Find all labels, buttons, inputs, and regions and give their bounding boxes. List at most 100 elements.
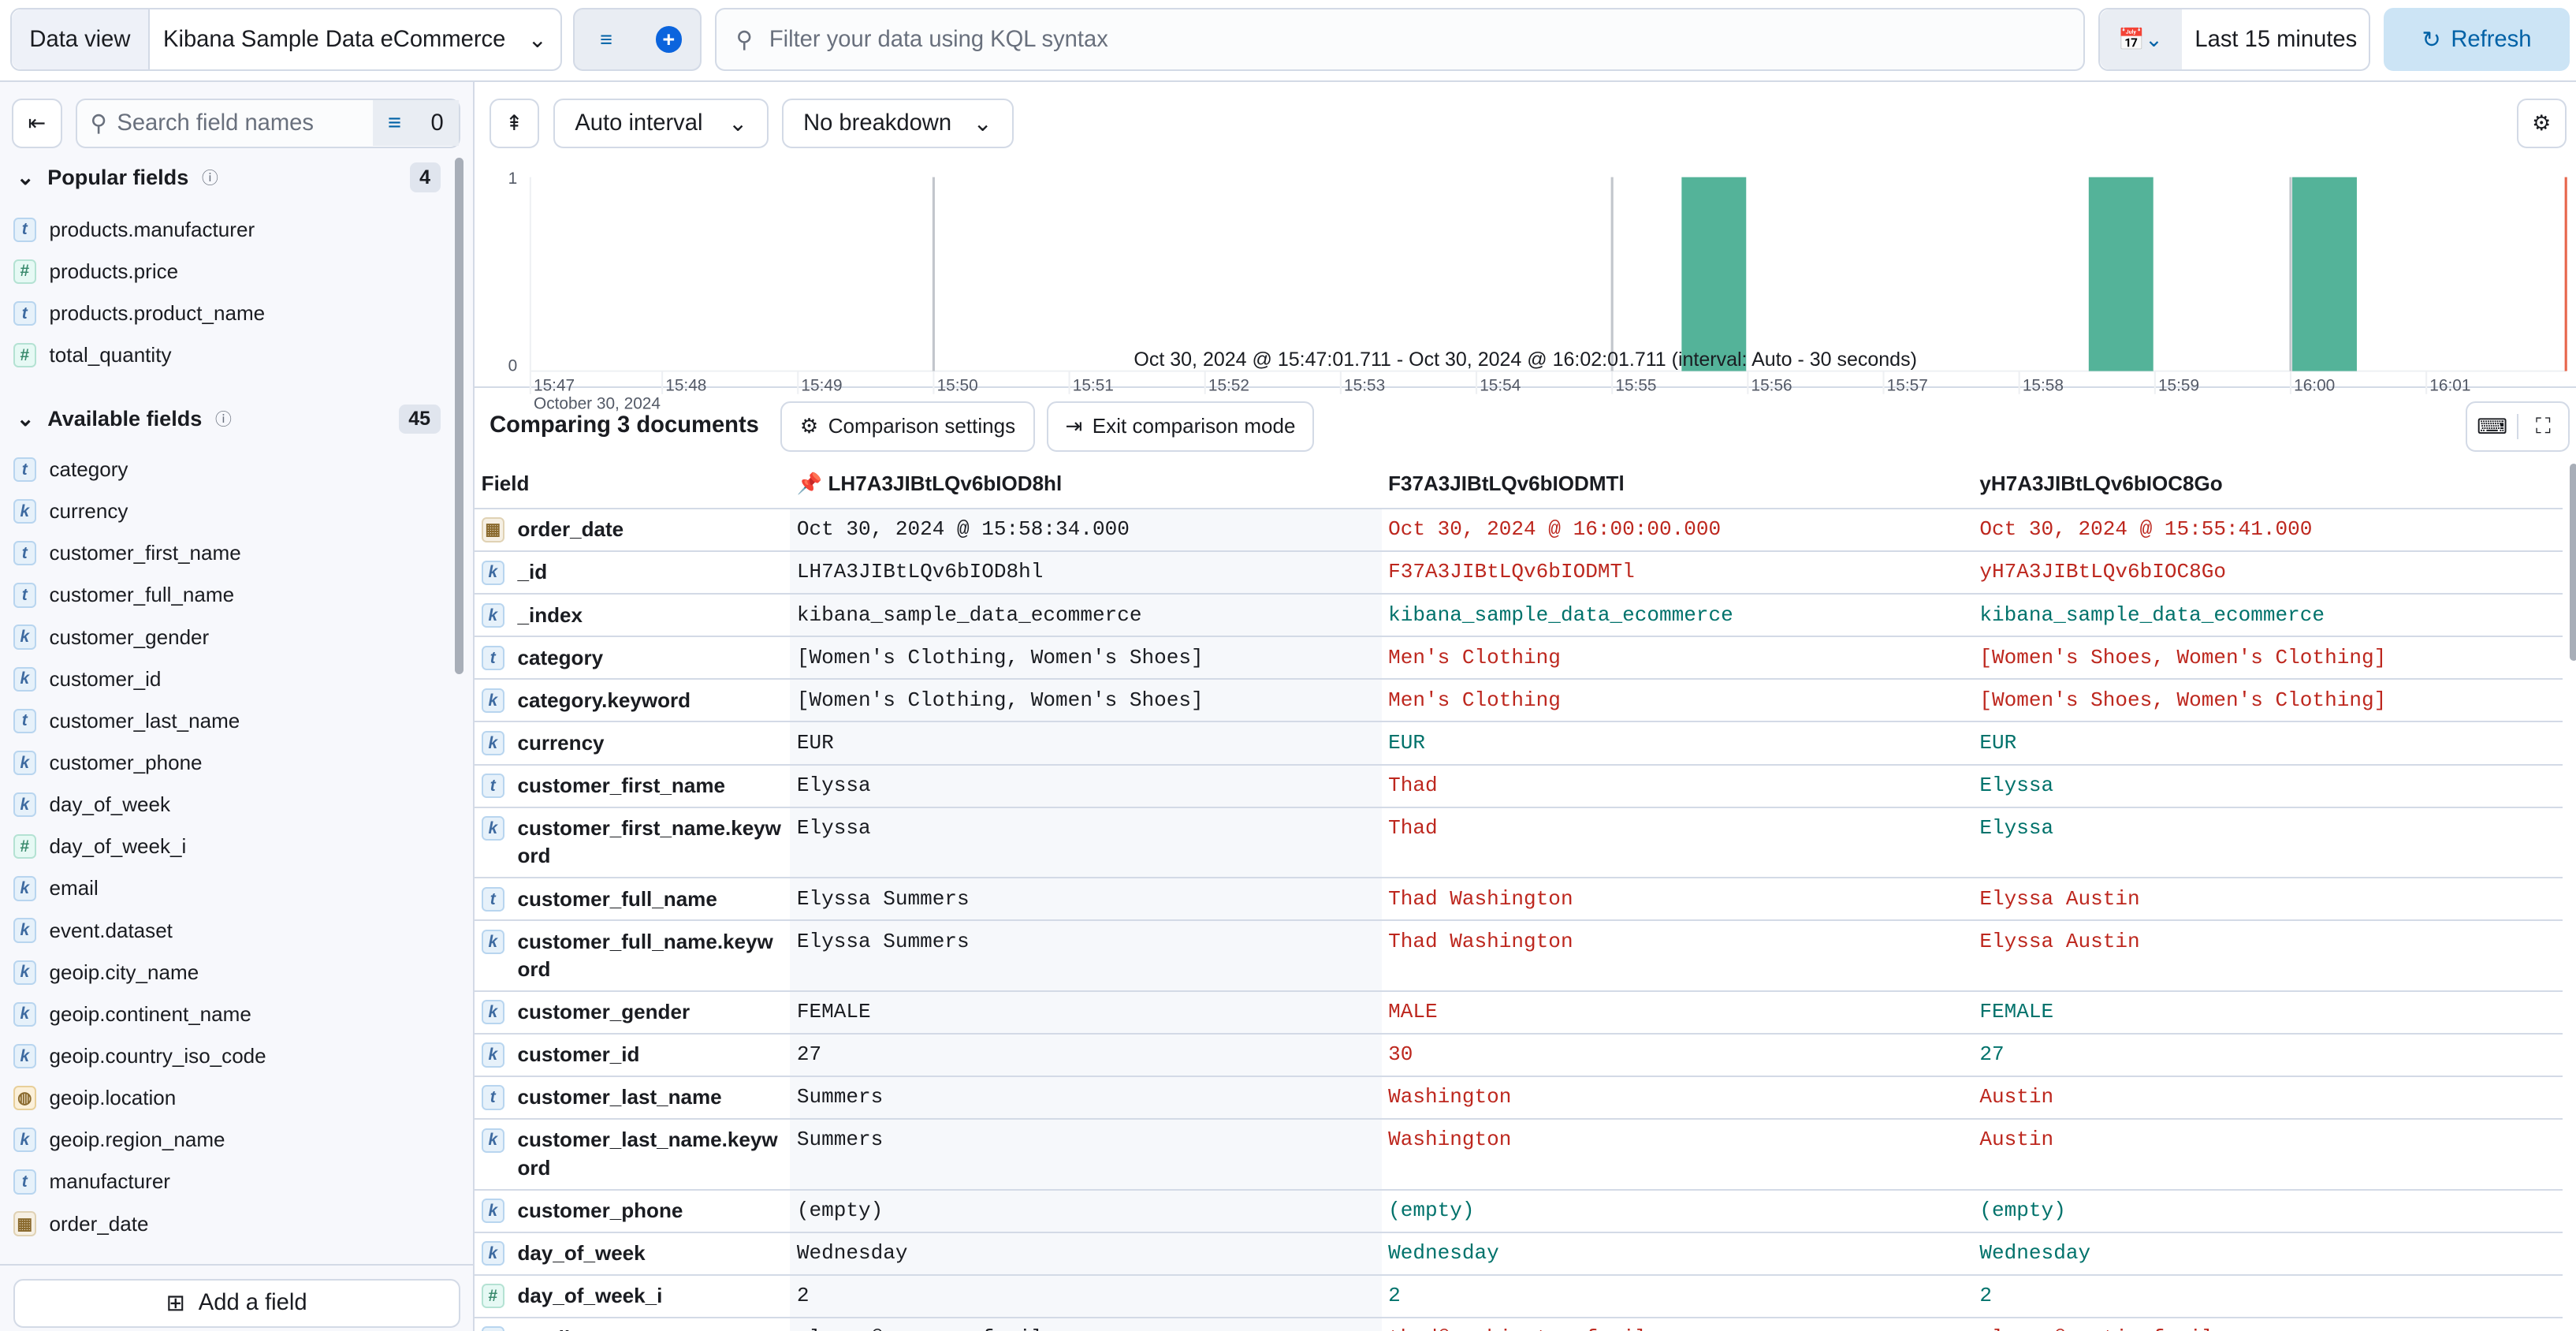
- doc-header[interactable]: F37A3JIBtLQv6bIODMTl: [1381, 460, 1974, 510]
- value-cell[interactable]: 30: [1381, 1033, 1974, 1077]
- available-fields-header[interactable]: ⌄ Available fields ⓘ 45: [17, 403, 441, 436]
- add-field-button[interactable]: ⊞ Add a field: [13, 1278, 460, 1329]
- field-item[interactable]: k customer_gender: [13, 617, 441, 658]
- value-cell[interactable]: Thad Washington: [1381, 920, 1974, 992]
- value-cell[interactable]: Thad Washington: [1381, 878, 1974, 922]
- keyboard-icon[interactable]: ⌨: [2467, 413, 2519, 439]
- field-item[interactable]: # day_of_week_i: [13, 826, 441, 867]
- field-item[interactable]: k geoip.region_name: [13, 1119, 441, 1161]
- refresh-button[interactable]: ↻ Refresh: [2384, 8, 2570, 71]
- value-cell[interactable]: LH7A3JIBtLQv6bIOD8hl: [790, 551, 1382, 595]
- value-cell[interactable]: Austin: [1973, 1119, 2563, 1191]
- value-cell[interactable]: EUR: [1381, 721, 1974, 766]
- field-item[interactable]: t customer_full_name: [13, 574, 441, 616]
- value-cell[interactable]: 27: [790, 1033, 1382, 1077]
- collapse-sidebar-button[interactable]: ⇤: [11, 99, 63, 148]
- data-view-picker[interactable]: Data view Kibana Sample Data eCommerce ⌄: [9, 8, 562, 71]
- value-cell[interactable]: elyssa@austin-family.zzz: [1973, 1317, 2563, 1331]
- grid-scrollbar[interactable]: [2569, 463, 2576, 661]
- value-cell[interactable]: Elyssa: [790, 807, 1382, 879]
- value-cell[interactable]: 27: [1973, 1033, 2563, 1077]
- field-search-input[interactable]: ⚲ Search field names ≡ 0: [75, 99, 460, 148]
- histogram-bar[interactable]: [1681, 177, 1747, 372]
- field-item[interactable]: ▦ order_date: [13, 1203, 441, 1245]
- field-item[interactable]: k geoip.continent_name: [13, 994, 441, 1035]
- fullscreen-icon[interactable]: ⛶: [2535, 413, 2551, 438]
- chart-options-button[interactable]: ⚙: [2516, 99, 2567, 148]
- value-cell[interactable]: Thad: [1381, 764, 1974, 808]
- value-cell[interactable]: Washington: [1381, 1119, 1974, 1191]
- value-cell[interactable]: Oct 30, 2024 @ 16:00:00.000: [1381, 509, 1974, 553]
- value-cell[interactable]: [Women's Clothing, Women's Shoes]: [790, 636, 1382, 680]
- value-cell[interactable]: Elyssa: [790, 764, 1382, 808]
- field-item[interactable]: k customer_id: [13, 658, 441, 700]
- value-cell[interactable]: Summers: [790, 1076, 1382, 1120]
- value-cell[interactable]: Elyssa Austin: [1973, 878, 2563, 922]
- value-cell[interactable]: Oct 30, 2024 @ 15:58:34.000: [790, 509, 1382, 553]
- sidebar-scrollbar[interactable]: [455, 158, 463, 674]
- field-item[interactable]: t products.manufacturer: [13, 209, 441, 251]
- value-cell[interactable]: (empty): [1381, 1189, 1974, 1233]
- calendar-icon[interactable]: 📅⌄: [2099, 9, 2182, 69]
- value-cell[interactable]: (empty): [790, 1189, 1382, 1233]
- field-item[interactable]: t customer_last_name: [13, 700, 441, 742]
- kql-query-input[interactable]: ⚲ Filter your data using KQL syntax: [714, 8, 2085, 71]
- filter-icon[interactable]: ≡: [600, 27, 612, 51]
- value-cell[interactable]: Wednesday: [790, 1232, 1382, 1276]
- interval-select[interactable]: Auto interval ⌄: [553, 99, 769, 148]
- field-item[interactable]: t category: [13, 449, 441, 490]
- field-item[interactable]: k currency: [13, 490, 441, 532]
- value-cell[interactable]: yH7A3JIBtLQv6bIOC8Go: [1973, 551, 2563, 595]
- histogram-chart[interactable]: 0 1 15:47 15:48 15:49 15:50 15:51 15:52 15:53 15:…: [475, 164, 2576, 427]
- value-cell[interactable]: MALE: [1381, 990, 1974, 1035]
- value-cell[interactable]: (empty): [1973, 1189, 2563, 1233]
- value-cell[interactable]: kibana_sample_data_ecommerce: [1973, 594, 2563, 638]
- field-item[interactable]: k geoip.country_iso_code: [13, 1035, 441, 1077]
- field-item[interactable]: ◍ geoip.location: [13, 1077, 441, 1119]
- value-cell[interactable]: Thad: [1381, 807, 1974, 879]
- field-item[interactable]: t customer_first_name: [13, 532, 441, 574]
- value-cell[interactable]: Elyssa Summers: [790, 920, 1382, 992]
- breakdown-select[interactable]: No breakdown ⌄: [782, 99, 1014, 148]
- value-cell[interactable]: Oct 30, 2024 @ 15:55:41.000: [1973, 509, 2563, 553]
- field-item[interactable]: k event.dataset: [13, 910, 441, 952]
- value-cell[interactable]: [Women's Shoes, Women's Clothing]: [1973, 636, 2563, 680]
- value-cell[interactable]: Wednesday: [1381, 1232, 1974, 1276]
- add-filter-button[interactable]: +: [638, 26, 700, 53]
- value-cell[interactable]: F37A3JIBtLQv6bIODMTl: [1381, 551, 1974, 595]
- value-cell[interactable]: [Women's Shoes, Women's Clothing]: [1973, 679, 2563, 723]
- value-cell[interactable]: [Women's Clothing, Women's Shoes]: [790, 679, 1382, 723]
- comparison-settings-button[interactable]: ⚙ Comparison settings: [780, 401, 1036, 453]
- field-item[interactable]: t products.product_name: [13, 293, 441, 334]
- value-cell[interactable]: EUR: [790, 721, 1382, 766]
- field-item[interactable]: k customer_phone: [13, 742, 441, 784]
- field-item[interactable]: k day_of_week: [13, 784, 441, 826]
- histogram-bar[interactable]: [2089, 177, 2154, 372]
- value-cell[interactable]: Men's Clothing: [1381, 679, 1974, 723]
- value-cell[interactable]: kibana_sample_data_ecommerce: [1381, 594, 1974, 638]
- value-cell[interactable]: 2: [790, 1274, 1382, 1318]
- field-item[interactable]: # products.price: [13, 251, 441, 293]
- popular-fields-header[interactable]: ⌄ Popular fields ⓘ 4: [17, 161, 441, 194]
- field-item[interactable]: # total_quantity: [13, 334, 441, 376]
- pinned-doc-header[interactable]: 📌 LH7A3JIBtLQv6bIOD8hl: [790, 460, 1382, 510]
- value-cell[interactable]: 2: [1381, 1274, 1974, 1318]
- value-cell[interactable]: Elyssa Austin: [1973, 920, 2563, 992]
- field-item[interactable]: k email: [13, 867, 441, 909]
- value-cell[interactable]: 2: [1973, 1274, 2563, 1318]
- toggle-chart-button[interactable]: ⇞: [490, 99, 539, 148]
- value-cell[interactable]: FEMALE: [1973, 990, 2563, 1035]
- value-cell[interactable]: Washington: [1381, 1076, 1974, 1120]
- field-item[interactable]: k geoip.city_name: [13, 952, 441, 994]
- field-item[interactable]: t manufacturer: [13, 1161, 441, 1202]
- value-cell[interactable]: Elyssa: [1973, 807, 2563, 879]
- value-cell[interactable]: Austin: [1973, 1076, 2563, 1120]
- doc-header[interactable]: yH7A3JIBtLQv6bIOC8Go: [1973, 460, 2563, 510]
- date-picker[interactable]: 📅⌄ Last 15 minutes: [2098, 8, 2371, 71]
- histogram-bar[interactable]: [2292, 177, 2358, 372]
- value-cell[interactable]: Wednesday: [1973, 1232, 2563, 1276]
- field-filter-button[interactable]: ≡ 0: [373, 100, 459, 147]
- exit-comparison-button[interactable]: ⇥ Exit comparison mode: [1046, 401, 1315, 453]
- value-cell[interactable]: kibana_sample_data_ecommerce: [790, 594, 1382, 638]
- value-cell[interactable]: elyssa@summers-family.zzz: [790, 1317, 1382, 1331]
